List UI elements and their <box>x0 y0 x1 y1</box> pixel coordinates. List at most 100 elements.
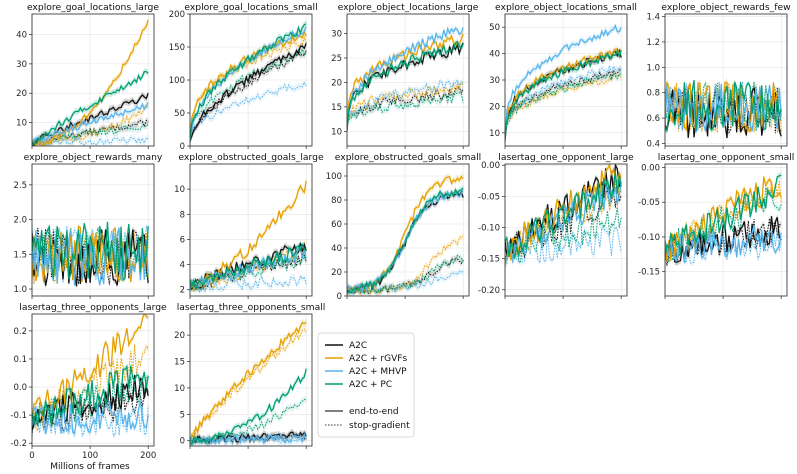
band-a2c-rgvfs-end-to-end <box>190 319 307 446</box>
line-a2c-pc-stop-gradient <box>347 92 464 129</box>
line-a2c-rgvfs-stop-gradient <box>665 180 782 258</box>
line-a2c-rgvfs-end-to-end <box>665 81 782 133</box>
band-a2c-pc-stop-gradient <box>347 252 464 296</box>
line-a2c-pc-end-to-end <box>347 40 464 131</box>
band-a2c-pc-end-to-end <box>505 47 622 144</box>
line-a2c-rgvfs-stop-gradient <box>505 73 622 140</box>
line-a2c-stop-gradient <box>32 119 149 146</box>
y-tick-label: 10 <box>16 119 27 129</box>
band-a2c-rgvfs-stop-gradient <box>190 34 307 140</box>
y-tick-label: 0.1 <box>13 355 27 365</box>
y-tick-label: 15 <box>331 103 342 113</box>
x-tick-label: 100 <box>82 451 98 461</box>
y-tick-label: 2 <box>180 286 185 296</box>
panel-title: lasertag_three_opponents_large <box>19 302 167 313</box>
series-group <box>505 164 622 270</box>
y-tick-label: 8 <box>180 210 185 220</box>
line-a2c-rgvfs-end-to-end <box>190 180 307 290</box>
line-a2c-mhvp-stop-gradient <box>190 81 307 143</box>
y-tick-label: 20 <box>174 331 185 341</box>
band-a2c-pc-stop-gradient <box>32 120 149 146</box>
panel-title: lasertag_one_opponent_large <box>498 152 634 163</box>
band-a2c-stop-gradient <box>665 215 782 269</box>
line-a2c-pc-end-to-end <box>665 79 782 133</box>
line-a2c-mhvp-end-to-end <box>190 432 307 446</box>
y-tick-label: 10 <box>489 129 500 139</box>
line-a2c-mhvp-end-to-end <box>665 224 782 263</box>
line-a2c-end-to-end <box>190 43 307 142</box>
band-a2c-pc-stop-gradient <box>505 203 622 267</box>
axis-frame <box>504 163 628 297</box>
band-a2c-end-to-end <box>347 39 464 125</box>
band-a2c-stop-gradient <box>347 84 464 125</box>
band-a2c-pc-end-to-end <box>32 362 149 430</box>
panel-title: explore_obstructed_goals_small <box>335 152 481 163</box>
y-tick-label: 0.00 <box>481 161 500 171</box>
y-tick-label: 30 <box>331 30 342 40</box>
panel-title: explore_object_rewards_many <box>24 152 163 163</box>
line-a2c-mhvp-stop-gradient <box>505 226 622 267</box>
line-a2c-mhvp-end-to-end <box>347 189 464 294</box>
series-group <box>32 218 149 290</box>
panel-title: lasertag_one_opponent_small <box>658 152 795 163</box>
panel-lasertag-one-opponent-small: -0.15 -0.10 -0.05 0.00lasertag_one_opponent… <box>638 152 794 299</box>
panel-lasertag-one-opponent-large: -0.20 -0.15 -0.10 -0.05 0.00lasertag_one_opp… <box>478 152 634 299</box>
y-tick-label: 0.4 <box>646 139 660 149</box>
y-tick-label: -0.1 <box>10 411 27 421</box>
y-tick-label: 40 <box>489 50 500 60</box>
series-group <box>32 314 149 440</box>
band-a2c-rgvfs-end-to-end <box>505 45 622 142</box>
y-tick-label: 0.8 <box>646 89 660 99</box>
band-a2c-pc-stop-gradient <box>347 89 464 132</box>
band-a2c-stop-gradient <box>190 47 307 142</box>
line-a2c-stop-gradient <box>665 218 782 266</box>
line-a2c-mhvp-stop-gradient <box>190 274 307 293</box>
line-a2c-pc-end-to-end <box>347 187 464 294</box>
band-a2c-pc-stop-gradient <box>32 373 149 432</box>
series-group <box>347 24 464 135</box>
axis-frame <box>664 13 788 147</box>
y-tick-label: 5 <box>180 410 185 420</box>
legend-label-rgvfs: A2C + rGVFs <box>349 354 407 364</box>
y-tick-label: 0.00 <box>641 163 660 173</box>
panel-title: explore_object_locations_small <box>495 2 637 13</box>
y-tick-label: 80 <box>331 196 342 206</box>
y-tick-label: 50 <box>174 109 185 119</box>
x-tick-label: 0 <box>29 451 34 461</box>
line-a2c-rgvfs-end-to-end <box>505 47 622 139</box>
x-tick-label: 200 <box>140 451 156 461</box>
y-tick-label: -0.15 <box>638 268 660 278</box>
panel-explore-object-rewards-few: 0.4 0.6 0.8 1.0 1.2 1.4explore_object_rewards… <box>646 2 791 149</box>
band-a2c-mhvp-stop-gradient <box>347 268 464 296</box>
series-group <box>190 20 307 146</box>
line-a2c-mhvp-end-to-end <box>32 102 149 143</box>
y-tick-label: 0 <box>180 142 185 152</box>
line-a2c-pc-stop-gradient <box>505 72 622 138</box>
y-tick-label: 20 <box>489 102 500 112</box>
line-a2c-rgvfs-stop-gradient <box>347 82 464 124</box>
panel-title: explore_obstructed_goals_large <box>178 152 324 163</box>
axis-frame <box>346 13 470 147</box>
band-a2c-pc-end-to-end <box>347 184 464 296</box>
band-a2c-pc-stop-gradient <box>505 70 622 141</box>
y-tick-label: -0.15 <box>478 255 500 265</box>
panel-explore-object-rewards-many: 1.0 1.5 2.0 2.5 explore_object_rewards_many <box>13 152 163 299</box>
legend: A2C A2C + rGVFs A2C + MHVP A2C + PC end-… <box>317 332 415 438</box>
line-a2c-rgvfs-stop-gradient <box>32 344 149 432</box>
y-tick-label: 10 <box>174 185 185 195</box>
band-a2c-mhvp-stop-gradient <box>190 79 307 146</box>
line-a2c-rgvfs-stop-gradient <box>347 236 464 295</box>
y-tick-label: 0 <box>180 437 185 447</box>
line-a2c-rgvfs-end-to-end <box>190 321 307 444</box>
band-a2c-rgvfs-stop-gradient <box>190 326 307 445</box>
band-a2c-pc-end-to-end <box>190 365 307 446</box>
y-tick-label: 100 <box>326 172 342 182</box>
series-group <box>190 177 307 296</box>
panel-title: explore_goal_locations_small <box>184 2 317 13</box>
y-tick-label: 25 <box>331 54 342 64</box>
y-tick-label: 10 <box>174 384 185 394</box>
y-tick-label: 10 <box>331 127 342 137</box>
line-a2c-rgvfs-stop-gradient <box>190 35 307 136</box>
y-tick-label: 1.5 <box>13 250 27 260</box>
